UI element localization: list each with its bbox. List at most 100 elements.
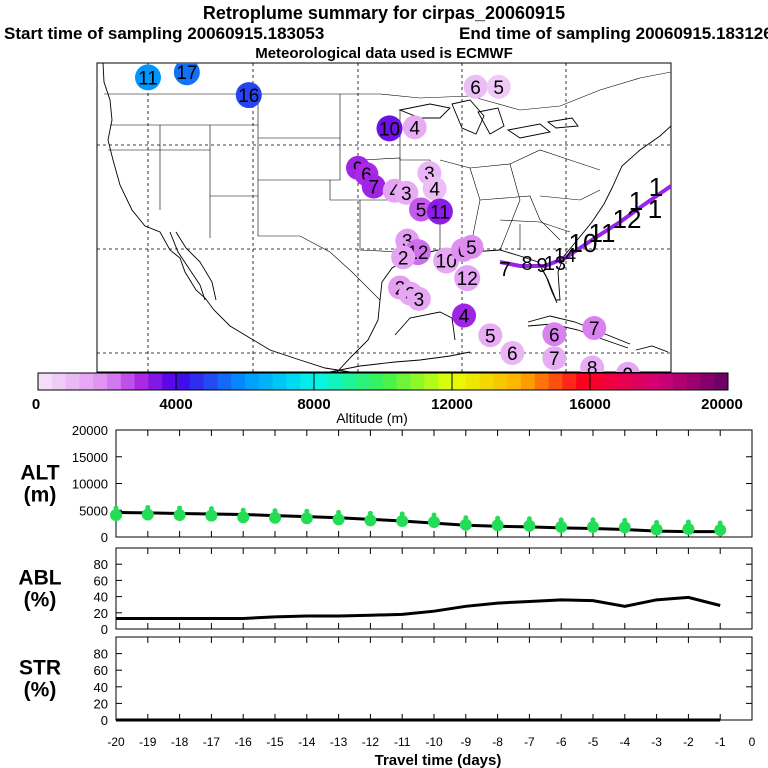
colorbar-cell	[424, 373, 439, 390]
track-label: 10	[569, 228, 598, 258]
colorbar-tick: 16000	[569, 396, 611, 413]
colorbar-cell	[272, 373, 287, 390]
cluster-label: 5	[416, 200, 427, 221]
cluster-label: 11	[430, 203, 450, 224]
cluster-point	[558, 517, 564, 523]
cluster-marker	[406, 286, 431, 311]
colorbar-cell	[203, 373, 218, 390]
y-tick-label: 80	[94, 647, 108, 662]
colorbar-cell	[410, 373, 425, 390]
cluster-marker	[426, 198, 453, 225]
y-tick-label: 10000	[72, 477, 108, 492]
colorbar-cell	[714, 373, 729, 390]
cluster-point	[240, 507, 246, 513]
cluster-label: 3	[402, 232, 413, 253]
x-tick-label: -12	[362, 735, 380, 749]
cluster-marker	[454, 265, 481, 292]
start-time-label: Start time of sampling 20060915.183053	[4, 24, 325, 43]
cluster-label: 18	[456, 30, 477, 51]
x-tick-label: 0	[749, 735, 756, 749]
series-line	[116, 595, 721, 620]
colorbar-cell	[659, 373, 674, 390]
cluster-point	[177, 505, 183, 511]
y-tick-label: 0	[101, 530, 108, 545]
colorbar-cell	[134, 373, 149, 390]
track-label: 1	[648, 194, 662, 224]
cluster-label: 7	[368, 178, 379, 199]
altitude-colorbar: 0 4000 8000 12000 16000 20000 Altitude (…	[32, 372, 743, 426]
x-tick-label: -5	[588, 735, 599, 749]
cluster-point	[336, 509, 342, 515]
colorbar-cell	[286, 373, 301, 390]
cluster-label: 16	[238, 86, 259, 107]
colorbar-cell	[176, 373, 191, 390]
cluster-marker	[391, 245, 416, 270]
cluster-point	[459, 518, 472, 531]
cluster-point	[618, 521, 631, 534]
cluster-marker	[459, 234, 484, 259]
cluster-point	[141, 508, 154, 521]
colorbar-cell	[300, 373, 315, 390]
track-label: 14	[554, 245, 576, 267]
cluster-point	[431, 512, 437, 518]
cluster-markers: 2011131815171116651049674334511312210651…	[135, 24, 640, 372]
colorbar-cell	[534, 373, 550, 390]
panel-ylabel: ALT	[20, 462, 59, 485]
y-tick-label: 20	[94, 606, 108, 621]
colorbar-cell	[493, 373, 508, 390]
track-label: 1	[649, 172, 663, 202]
colorbar-cell	[479, 373, 494, 390]
panel-alt: 0 5000 10000 15000 20000 ALT(m)	[20, 423, 753, 545]
colorbar-cell	[590, 373, 605, 390]
cluster-label: 20	[377, 30, 398, 51]
colorbar-cell	[686, 373, 701, 390]
track-label: 11	[589, 218, 616, 248]
colorbar-cell	[631, 373, 646, 390]
colorbar-cell	[603, 373, 619, 390]
page-title: Retroplume summary for cirpas_20060915	[202, 3, 566, 23]
colorbar-tick: 4000	[159, 396, 192, 413]
x-tick-label: -9	[460, 735, 471, 749]
cluster-point	[590, 517, 596, 523]
colorbar-cell	[672, 373, 688, 390]
x-tick-label: -20	[107, 735, 125, 749]
x-axis-label: Travel time (days)	[375, 752, 502, 768]
cluster-point	[654, 520, 660, 526]
colorbar-cell	[258, 373, 274, 390]
panel-ylabel: (%)	[24, 679, 57, 702]
cluster-point	[173, 509, 186, 522]
cluster-marker	[392, 27, 418, 53]
x-tick-label: -2	[683, 735, 694, 749]
x-tick-label: -11	[394, 735, 411, 749]
cluster-point	[237, 511, 250, 524]
colorbar-cell	[465, 373, 481, 390]
colorbar-cell	[617, 373, 632, 390]
cluster-marker	[394, 180, 419, 205]
colorbar-cell	[341, 373, 356, 390]
colorbar-cell	[162, 373, 177, 390]
x-tick-label: -17	[203, 735, 221, 749]
track-label: 9	[536, 255, 547, 277]
cluster-label: 11	[385, 24, 405, 45]
x-tick-label: -16	[235, 735, 253, 749]
cluster-label: 4	[429, 180, 440, 201]
colorbar-cell	[645, 373, 660, 390]
colorbar-cell	[314, 373, 329, 390]
track-label: 1	[629, 186, 643, 216]
cluster-label: 2	[398, 248, 409, 269]
x-tick-label: -8	[492, 735, 503, 749]
cluster-marker	[542, 322, 567, 347]
cluster-marker	[135, 64, 161, 91]
cluster-point	[463, 515, 469, 521]
colorbar-cell	[65, 373, 80, 390]
cluster-point	[367, 510, 373, 516]
cluster-label: 15	[478, 30, 499, 51]
cluster-label: 13	[395, 31, 416, 52]
colorbar-cell	[231, 373, 246, 390]
colorbar-cell	[355, 373, 370, 390]
panel-frame	[115, 547, 753, 630]
sampling-time-row: Start time of sampling 20060915.183053 E…	[4, 24, 768, 44]
cluster-point	[495, 515, 501, 521]
